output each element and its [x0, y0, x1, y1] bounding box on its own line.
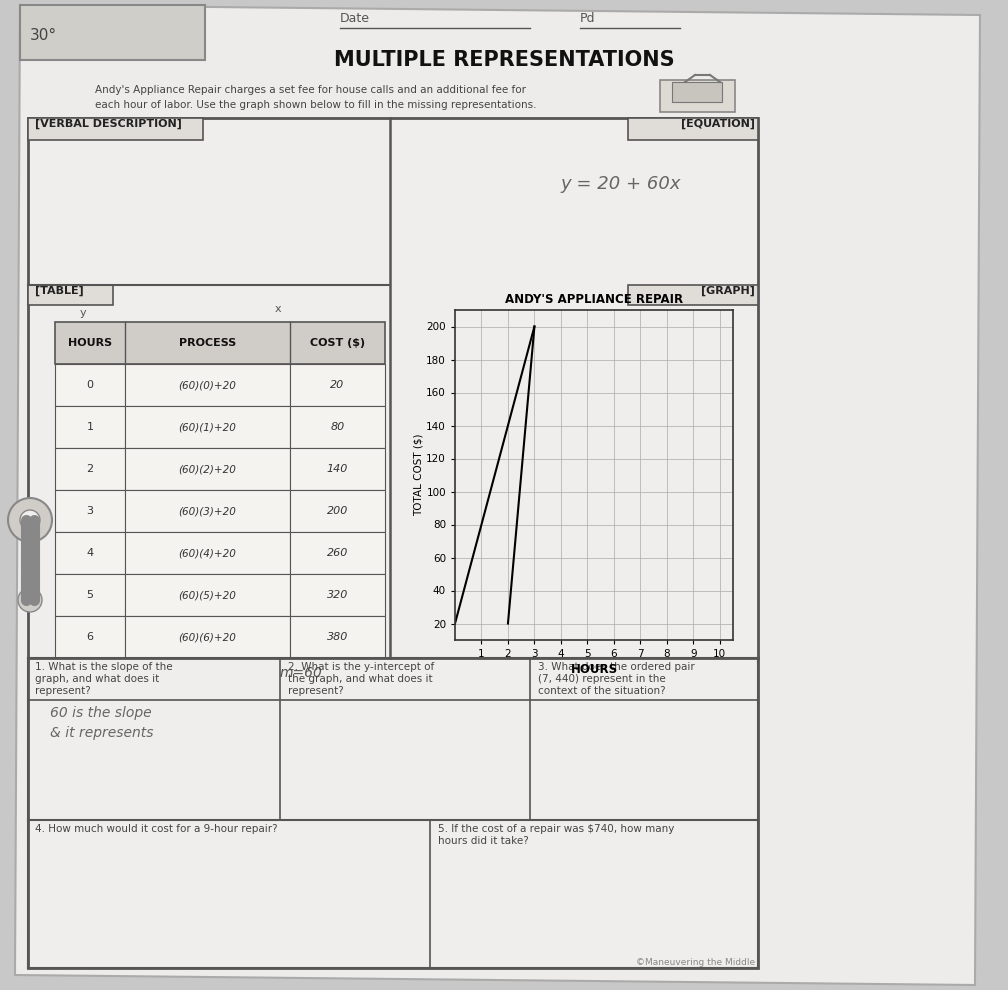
Bar — [55, 448, 125, 490]
Text: 3. What does the ordered pair: 3. What does the ordered pair — [538, 662, 695, 672]
Polygon shape — [15, 5, 980, 985]
Text: (60)(3)+20: (60)(3)+20 — [178, 506, 237, 516]
Bar — [290, 574, 385, 616]
Text: (7, 440) represent in the: (7, 440) represent in the — [538, 674, 665, 684]
Text: y = 20 + 60x: y = 20 + 60x — [560, 175, 680, 193]
Circle shape — [18, 588, 42, 612]
Text: 60 is the slope: 60 is the slope — [50, 706, 151, 720]
Bar — [628, 118, 758, 140]
Text: 1. What is the slope of the: 1. What is the slope of the — [35, 662, 172, 672]
Bar — [28, 658, 758, 968]
Bar — [290, 406, 385, 448]
Bar — [20, 5, 205, 60]
Text: PROCESS: PROCESS — [178, 338, 236, 348]
Text: y: y — [80, 308, 87, 318]
Text: HOURS: HOURS — [68, 338, 112, 348]
Bar — [125, 532, 290, 574]
Bar — [290, 532, 385, 574]
Bar — [290, 616, 385, 658]
Text: hours did it take?: hours did it take? — [438, 836, 529, 846]
Bar — [628, 285, 758, 305]
Text: m=60: m=60 — [280, 666, 323, 680]
Text: [TABLE]: [TABLE] — [35, 286, 84, 296]
Text: (60)(6)+20: (60)(6)+20 — [178, 632, 237, 642]
Bar — [125, 448, 290, 490]
Text: 260: 260 — [327, 548, 348, 558]
Text: 2. What is the y-intercept of: 2. What is the y-intercept of — [288, 662, 434, 672]
Text: (60)(1)+20: (60)(1)+20 — [178, 422, 237, 432]
Bar — [55, 574, 125, 616]
Bar — [55, 616, 125, 658]
Text: 5. If the cost of a repair was $740, how many: 5. If the cost of a repair was $740, how… — [438, 824, 674, 834]
Text: Andy's Appliance Repair charges a set fee for house calls and an additional fee : Andy's Appliance Repair charges a set fe… — [95, 85, 526, 95]
Text: 4: 4 — [87, 548, 94, 558]
Bar — [290, 364, 385, 406]
Text: Date: Date — [340, 12, 370, 25]
Text: Pd: Pd — [580, 12, 596, 25]
Text: COST ($): COST ($) — [309, 338, 365, 348]
Bar — [28, 118, 758, 658]
Text: [EQUATION]: [EQUATION] — [681, 119, 755, 130]
Bar — [55, 532, 125, 574]
Text: ©Maneuvering the Middle: ©Maneuvering the Middle — [636, 958, 755, 967]
Text: 200: 200 — [327, 506, 348, 516]
Text: 30°: 30° — [30, 28, 57, 43]
Bar — [28, 285, 113, 305]
Circle shape — [20, 510, 40, 530]
Text: (60)(5)+20: (60)(5)+20 — [178, 590, 237, 600]
Text: 380: 380 — [327, 632, 348, 642]
Text: 0: 0 — [87, 380, 94, 390]
Text: graph, and what does it: graph, and what does it — [35, 674, 159, 684]
Text: 320: 320 — [327, 590, 348, 600]
Text: (60)(4)+20: (60)(4)+20 — [178, 548, 237, 558]
Y-axis label: TOTAL COST ($): TOTAL COST ($) — [413, 434, 423, 516]
Title: ANDY'S APPLIANCE REPAIR: ANDY'S APPLIANCE REPAIR — [505, 293, 683, 306]
Bar — [660, 80, 735, 112]
Bar — [55, 406, 125, 448]
Bar — [28, 118, 203, 140]
Bar — [55, 364, 125, 406]
Bar — [125, 406, 290, 448]
Bar — [125, 616, 290, 658]
Text: 6: 6 — [87, 632, 94, 642]
Text: (60)(2)+20: (60)(2)+20 — [178, 464, 237, 474]
Bar — [125, 574, 290, 616]
Text: 3: 3 — [87, 506, 94, 516]
X-axis label: HOURS: HOURS — [571, 663, 618, 676]
Text: the graph, and what does it: the graph, and what does it — [288, 674, 432, 684]
Text: x: x — [275, 304, 281, 314]
Bar — [290, 448, 385, 490]
Text: represent?: represent? — [288, 686, 344, 696]
Text: (60)(0)+20: (60)(0)+20 — [178, 380, 237, 390]
Circle shape — [8, 498, 52, 542]
Text: 2: 2 — [87, 464, 94, 474]
Text: 80: 80 — [331, 422, 345, 432]
Text: 1: 1 — [87, 422, 94, 432]
Bar — [672, 82, 722, 102]
Text: MULTIPLE REPRESENTATIONS: MULTIPLE REPRESENTATIONS — [334, 50, 674, 70]
Bar — [55, 322, 385, 364]
Bar — [55, 490, 125, 532]
Text: [VERBAL DESCRIPTION]: [VERBAL DESCRIPTION] — [35, 119, 181, 130]
Text: represent?: represent? — [35, 686, 91, 696]
Text: 5: 5 — [87, 590, 94, 600]
Bar — [290, 490, 385, 532]
Bar — [125, 490, 290, 532]
Text: 140: 140 — [327, 464, 348, 474]
Text: & it represents: & it represents — [50, 726, 153, 740]
Bar — [125, 364, 290, 406]
Text: context of the situation?: context of the situation? — [538, 686, 665, 696]
Text: [GRAPH]: [GRAPH] — [702, 286, 755, 296]
Text: each hour of labor. Use the graph shown below to fill in the missing representat: each hour of labor. Use the graph shown … — [95, 100, 536, 110]
Text: 4. How much would it cost for a 9-hour repair?: 4. How much would it cost for a 9-hour r… — [35, 824, 277, 834]
Text: 20: 20 — [331, 380, 345, 390]
